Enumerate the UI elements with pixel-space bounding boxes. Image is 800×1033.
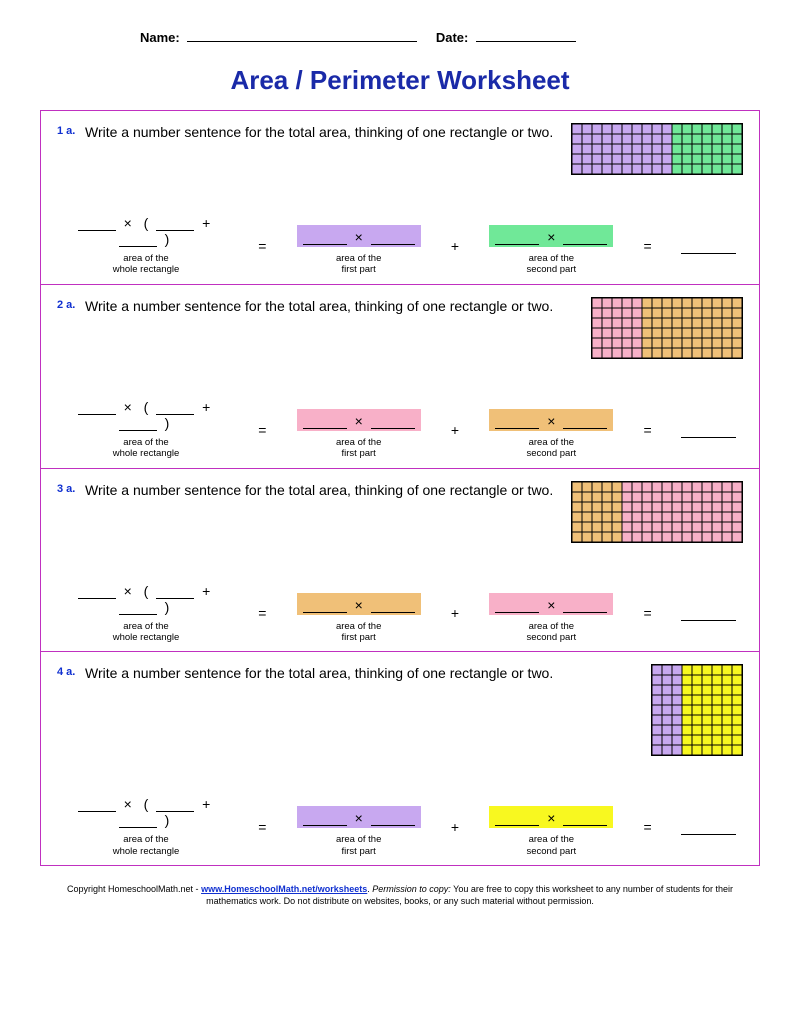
blank-input[interactable]: [156, 798, 194, 812]
problem-text: Write a number sentence for the total ar…: [85, 664, 651, 683]
date-label: Date:: [436, 30, 469, 45]
blank-input[interactable]: [371, 231, 415, 245]
problem-text: Write a number sentence for the total ar…: [85, 297, 591, 316]
blank-input[interactable]: [78, 217, 116, 231]
second-part-box: ×: [489, 409, 613, 431]
footer-perm: Permission to copy:: [372, 884, 451, 894]
blank-input[interactable]: [303, 415, 347, 429]
blank-input[interactable]: [303, 231, 347, 245]
blank-input[interactable]: [563, 415, 607, 429]
footer: Copyright HomeschoolMath.net - www.Homes…: [40, 884, 760, 907]
blank-input[interactable]: [495, 415, 539, 429]
problem-text: Write a number sentence for the total ar…: [85, 481, 571, 500]
page-title: Area / Perimeter Worksheet: [40, 65, 760, 96]
problem-3: 3 a. Write a number sentence for the tot…: [41, 469, 759, 653]
worksheet-frame: 1 a. Write a number sentence for the tot…: [40, 110, 760, 866]
footer-prefix: Copyright HomeschoolMath.net -: [67, 884, 201, 894]
problem-number: 1 a.: [57, 123, 85, 137]
blank-input[interactable]: [681, 240, 736, 254]
problem-text: Write a number sentence for the total ar…: [85, 123, 571, 142]
grid-diagram: [591, 297, 743, 359]
first-part-box: ×: [297, 806, 421, 828]
blank-input[interactable]: [495, 599, 539, 613]
first-part-box: ×: [297, 225, 421, 247]
blank-input[interactable]: [563, 812, 607, 826]
problem-number: 3 a.: [57, 481, 85, 495]
header-line: Name: Date:: [40, 30, 760, 45]
blank-input[interactable]: [371, 812, 415, 826]
footer-link[interactable]: www.HomeschoolMath.net/worksheets: [201, 884, 367, 894]
second-part-box: ×: [489, 593, 613, 615]
blank-input[interactable]: [156, 217, 194, 231]
first-part-box: ×: [297, 593, 421, 615]
date-blank[interactable]: [476, 41, 576, 42]
name-label: Name:: [140, 30, 180, 45]
blank-input[interactable]: [495, 231, 539, 245]
blank-input[interactable]: [303, 812, 347, 826]
blank-input[interactable]: [156, 401, 194, 415]
blank-input[interactable]: [681, 424, 736, 438]
second-part-box: ×: [489, 806, 613, 828]
name-blank[interactable]: [187, 41, 417, 42]
blank-input[interactable]: [495, 812, 539, 826]
equation-row: × ( + ) area of thewhole rectangle = × a…: [57, 215, 743, 276]
first-part-box: ×: [297, 409, 421, 431]
blank-input[interactable]: [119, 601, 157, 615]
grid-diagram: [571, 123, 743, 175]
problem-number: 4 a.: [57, 664, 85, 678]
blank-input[interactable]: [119, 417, 157, 431]
blank-input[interactable]: [303, 599, 347, 613]
blank-input[interactable]: [563, 599, 607, 613]
blank-input[interactable]: [156, 585, 194, 599]
blank-input[interactable]: [119, 814, 157, 828]
second-part-box: ×: [489, 225, 613, 247]
blank-input[interactable]: [563, 231, 607, 245]
problem-1: 1 a. Write a number sentence for the tot…: [41, 111, 759, 285]
equation-row: × ( + ) area of thewhole rectangle = × a…: [57, 583, 743, 644]
problem-number: 2 a.: [57, 297, 85, 311]
blank-input[interactable]: [681, 821, 736, 835]
problem-2: 2 a. Write a number sentence for the tot…: [41, 285, 759, 469]
blank-input[interactable]: [78, 585, 116, 599]
equation-row: × ( + ) area of thewhole rectangle = × a…: [57, 399, 743, 460]
equation-row: × ( + ) area of thewhole rectangle = × a…: [57, 796, 743, 857]
blank-input[interactable]: [78, 798, 116, 812]
blank-input[interactable]: [371, 415, 415, 429]
grid-diagram: [571, 481, 743, 543]
blank-input[interactable]: [371, 599, 415, 613]
blank-input[interactable]: [78, 401, 116, 415]
blank-input[interactable]: [119, 233, 157, 247]
grid-diagram: [651, 664, 743, 756]
problem-4: 4 a. Write a number sentence for the tot…: [41, 652, 759, 865]
blank-input[interactable]: [681, 607, 736, 621]
